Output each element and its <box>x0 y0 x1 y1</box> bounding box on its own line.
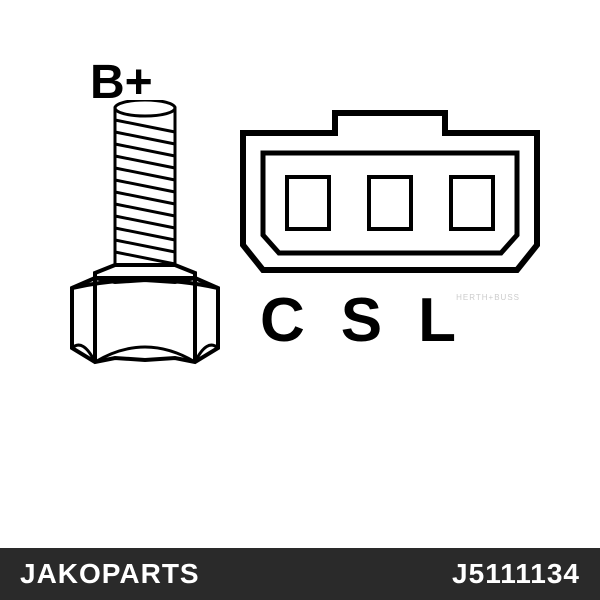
pin-label-c: C <box>260 286 341 355</box>
pin-label-s: S <box>341 286 418 355</box>
bolt-icon <box>60 100 230 380</box>
watermark-text: HERTH+BUSS <box>456 293 520 302</box>
connector-icon <box>235 105 545 280</box>
part-number-label: J5111134 <box>452 558 580 590</box>
brand-label: JAKOPARTS <box>20 558 200 590</box>
footer-bar: JAKOPARTS J5111134 <box>0 548 600 600</box>
diagram-container: B+ <box>60 55 540 385</box>
